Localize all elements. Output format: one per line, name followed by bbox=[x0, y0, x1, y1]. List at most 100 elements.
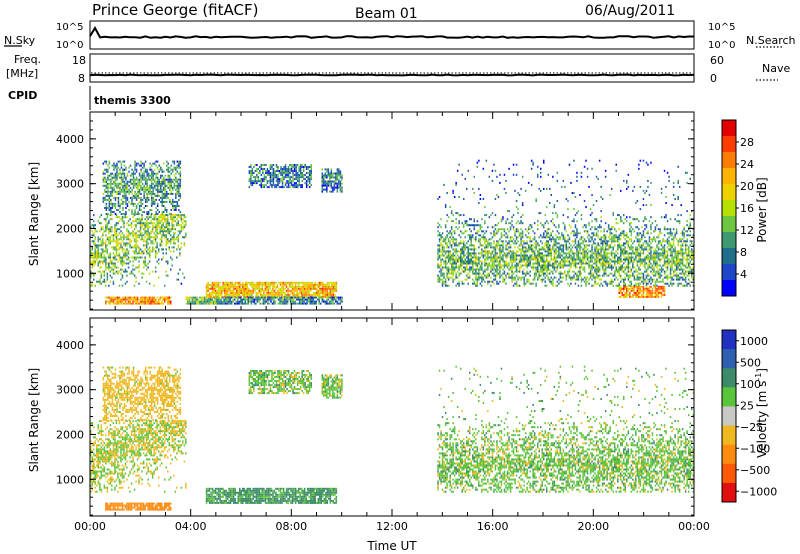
power-cell bbox=[452, 248, 454, 251]
power-cell bbox=[518, 194, 521, 196]
power-cell bbox=[461, 268, 463, 271]
power-cell bbox=[208, 298, 210, 301]
power-cell bbox=[173, 232, 175, 235]
power-cell bbox=[497, 282, 500, 285]
power-cell bbox=[119, 168, 121, 171]
power-cell bbox=[156, 178, 159, 181]
power-cell bbox=[336, 182, 339, 185]
power-cell bbox=[111, 298, 113, 301]
power-cell bbox=[481, 284, 483, 287]
power-cell bbox=[339, 186, 342, 189]
power-cell bbox=[119, 186, 121, 189]
power-cell bbox=[555, 238, 557, 241]
power-cell bbox=[540, 260, 542, 263]
power-cell bbox=[179, 184, 182, 187]
power-cell bbox=[114, 182, 117, 185]
frequency-trace bbox=[89, 73, 695, 77]
power-cell bbox=[147, 176, 150, 179]
power-cell bbox=[265, 298, 268, 301]
power-cell bbox=[142, 228, 145, 231]
power-cell bbox=[446, 230, 448, 233]
power-cell bbox=[232, 291, 235, 294]
power-cell bbox=[282, 287, 285, 290]
power-cell bbox=[503, 254, 506, 257]
power-cell bbox=[261, 289, 264, 292]
power-cell bbox=[148, 246, 151, 249]
power-cell bbox=[272, 176, 275, 179]
power-cell bbox=[499, 173, 501, 176]
power-cell bbox=[120, 272, 122, 275]
power-cell bbox=[473, 256, 475, 259]
power-cell bbox=[153, 198, 156, 201]
power-cell bbox=[286, 302, 289, 305]
power-cell bbox=[446, 244, 448, 247]
power-cell bbox=[161, 182, 163, 185]
power-cell bbox=[126, 258, 128, 261]
power-cell bbox=[321, 186, 323, 189]
power-cell bbox=[129, 218, 131, 221]
power-cell bbox=[331, 283, 333, 286]
power-cell bbox=[524, 262, 527, 265]
power-cell bbox=[493, 262, 495, 265]
power-cell bbox=[267, 296, 269, 299]
power-cell bbox=[556, 179, 559, 182]
power-cell bbox=[249, 298, 251, 301]
power-cell bbox=[114, 246, 116, 249]
power-cell bbox=[161, 244, 163, 247]
power-cell bbox=[161, 190, 163, 193]
power-cell bbox=[112, 272, 115, 275]
power-cell bbox=[121, 298, 124, 301]
power-cell bbox=[280, 300, 283, 303]
power-cell bbox=[455, 284, 457, 287]
power-cell bbox=[294, 289, 297, 292]
power-cell bbox=[306, 298, 308, 301]
power-cell bbox=[252, 287, 255, 290]
power-cell bbox=[145, 224, 148, 227]
power-cell bbox=[170, 214, 172, 217]
power-cell bbox=[307, 166, 309, 168]
power-cell bbox=[249, 281, 252, 284]
power-cell bbox=[121, 300, 124, 303]
power-cell bbox=[138, 230, 140, 233]
power-cell bbox=[562, 258, 565, 261]
power-cell bbox=[165, 298, 167, 301]
power-cell bbox=[109, 260, 112, 263]
power-cell bbox=[111, 186, 114, 189]
power-cell bbox=[466, 266, 468, 269]
power-cell bbox=[147, 230, 149, 233]
power-cell bbox=[576, 272, 578, 275]
power-cell bbox=[129, 190, 132, 193]
power-cell bbox=[549, 262, 551, 265]
power-cell bbox=[170, 218, 172, 221]
power-cell bbox=[533, 236, 536, 239]
power-cell bbox=[129, 300, 131, 303]
power-cell bbox=[155, 198, 157, 201]
power-cell bbox=[90, 274, 92, 277]
power-cell bbox=[487, 282, 489, 285]
power-cell bbox=[280, 178, 282, 181]
power-cell bbox=[491, 246, 494, 249]
power-cell bbox=[123, 270, 125, 273]
power-cell bbox=[102, 200, 105, 203]
power-cell bbox=[280, 180, 282, 183]
power-cell bbox=[227, 300, 230, 303]
power-cell bbox=[137, 190, 139, 193]
power-cell bbox=[211, 293, 214, 296]
power-cell bbox=[153, 192, 156, 195]
power-cell bbox=[582, 260, 584, 263]
power-cell bbox=[164, 296, 166, 299]
power-cell bbox=[532, 163, 534, 166]
power-cell bbox=[455, 226, 457, 229]
power-cell bbox=[570, 181, 572, 184]
power-cell bbox=[129, 182, 132, 185]
power-cell bbox=[150, 250, 152, 253]
power-cell bbox=[206, 298, 209, 301]
power-cell bbox=[456, 244, 459, 247]
power-cell bbox=[452, 238, 454, 241]
power-cell bbox=[261, 281, 264, 284]
power-cell bbox=[99, 230, 101, 233]
power-cell bbox=[284, 170, 287, 172]
power-cell bbox=[482, 236, 485, 239]
power-cell bbox=[529, 256, 531, 259]
